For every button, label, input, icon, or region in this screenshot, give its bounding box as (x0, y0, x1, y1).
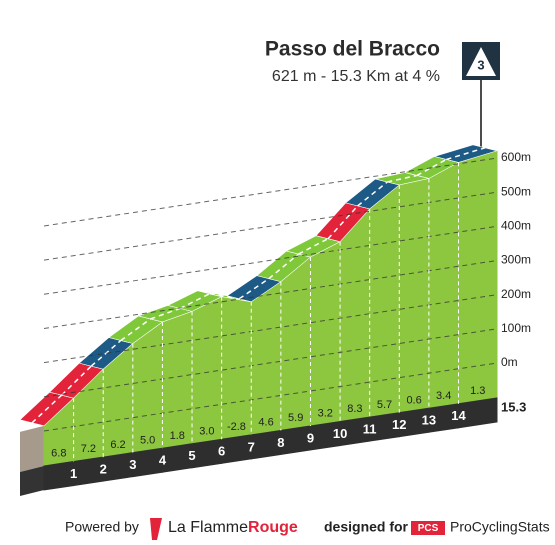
gradient-label: 0.6 (406, 394, 421, 406)
profile-segment (458, 150, 498, 405)
profile-segment (309, 240, 341, 427)
band-dash (61, 365, 92, 396)
x-tick-label: 10 (333, 426, 347, 441)
band-dash (357, 181, 388, 207)
gradient-label: 5.9 (288, 412, 303, 424)
gradient-label: 1.3 (470, 385, 485, 397)
band-dash (90, 339, 122, 367)
gradient-label: 6.8 (51, 448, 66, 460)
brand-part: Rouge (248, 519, 298, 536)
x-tick-label: 1 (70, 466, 77, 481)
grid-line (43, 157, 498, 227)
x-tick-label: 9 (307, 430, 314, 445)
brand-name: La FlammeRouge (168, 519, 298, 536)
y-tick-label: 300m (501, 253, 531, 267)
gradient-label: 8.3 (347, 403, 362, 415)
y-tick-label: 100m (501, 321, 531, 335)
flamme-logo (150, 518, 162, 540)
y-tick-label: 600m (501, 150, 531, 164)
profile-segment (132, 320, 163, 454)
x-tick-label: 13 (422, 413, 436, 428)
gradient-label: 1.8 (170, 430, 185, 442)
grid-line (43, 294, 498, 364)
pcs-logo (411, 521, 445, 535)
distance-label: 15.3 (501, 399, 526, 414)
profile-segment (339, 207, 371, 423)
band-dash (120, 318, 151, 342)
y-tick-label: 500m (501, 184, 531, 198)
gradient-label: 5.0 (140, 434, 155, 446)
x-tick-label: 8 (277, 435, 284, 450)
band-dash (238, 278, 270, 300)
gradient-label: 3.2 (318, 408, 333, 420)
profile-segment (161, 310, 193, 449)
brand-part: La Flamme (168, 519, 248, 536)
designed-for: designed for (324, 519, 409, 535)
y-tick-label: 0m (501, 355, 518, 369)
band-dash (298, 238, 329, 255)
pcs-logo-text: PCS (418, 523, 439, 534)
category-label: 3 (477, 57, 484, 72)
base-band (458, 397, 498, 429)
grid-line (43, 362, 498, 432)
gradient-label: 3.0 (199, 425, 214, 437)
chart-title: Passo del Bracco (265, 38, 440, 61)
band-dash (446, 147, 486, 161)
x-tick-label: 4 (159, 453, 167, 468)
side-face (20, 425, 44, 472)
profile-segment (221, 296, 252, 440)
band-dash (179, 293, 210, 310)
x-tick-label: 14 (451, 408, 466, 423)
side-base (20, 465, 44, 496)
gradient-label: 5.7 (377, 399, 392, 411)
x-tick-label: 12 (392, 417, 406, 432)
band-dash (31, 394, 63, 424)
x-tick-label: 11 (363, 422, 377, 437)
profile-segment (398, 177, 430, 414)
profile-segment (428, 161, 460, 409)
grid-line (43, 225, 498, 295)
y-tick-label: 400m (501, 219, 531, 233)
x-tick-label: 7 (248, 439, 255, 454)
gradient-label: 6.2 (110, 439, 125, 451)
profile-segment (191, 295, 223, 445)
grid-line (43, 260, 498, 329)
gradient-label: -2.8 (227, 421, 246, 433)
profile-segment (250, 280, 282, 436)
category-triangle (466, 47, 496, 76)
profile-segment (369, 183, 400, 418)
profile-segment (280, 255, 311, 432)
gradient-label: 4.6 (258, 417, 273, 429)
grid-line (43, 328, 498, 398)
chart-subtitle: 621 m - 15.3 Km at 4 % (272, 68, 440, 85)
grid-line (43, 191, 498, 261)
gradient-label: 3.4 (436, 390, 451, 402)
x-tick-label: 3 (129, 457, 136, 472)
pcs-name: ProCyclingStats (450, 519, 550, 535)
x-tick-label: 5 (188, 448, 195, 463)
y-tick-label: 200m (501, 287, 531, 301)
x-tick-label: 2 (100, 462, 107, 477)
band-dash (416, 158, 447, 177)
band-dash (327, 205, 359, 240)
gradient-label: 7.2 (81, 443, 96, 455)
x-tick-label: 6 (218, 444, 225, 459)
band-dash (268, 253, 299, 280)
powered-by: Powered by (65, 519, 139, 535)
